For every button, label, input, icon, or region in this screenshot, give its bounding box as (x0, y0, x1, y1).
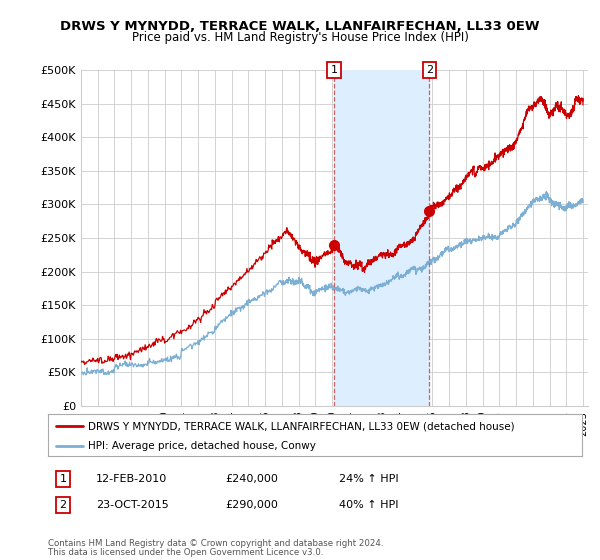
Bar (334, 70, 429, 406)
Text: 1: 1 (59, 474, 67, 484)
Text: DRWS Y MYNYDD, TERRACE WALK, LLANFAIRFECHAN, LL33 0EW (detached house): DRWS Y MYNYDD, TERRACE WALK, LLANFAIRFEC… (88, 421, 515, 431)
Text: This data is licensed under the Open Government Licence v3.0.: This data is licensed under the Open Gov… (48, 548, 323, 557)
Text: 40% ↑ HPI: 40% ↑ HPI (339, 500, 398, 510)
Text: DRWS Y MYNYDD, TERRACE WALK, LLANFAIRFECHAN, LL33 0EW: DRWS Y MYNYDD, TERRACE WALK, LLANFAIRFEC… (60, 20, 540, 32)
Text: Contains HM Land Registry data © Crown copyright and database right 2024.: Contains HM Land Registry data © Crown c… (48, 539, 383, 548)
Text: 24% ↑ HPI: 24% ↑ HPI (339, 474, 398, 484)
Text: Price paid vs. HM Land Registry's House Price Index (HPI): Price paid vs. HM Land Registry's House … (131, 31, 469, 44)
Text: 2: 2 (59, 500, 67, 510)
Text: £240,000: £240,000 (225, 474, 278, 484)
Text: 23-OCT-2015: 23-OCT-2015 (96, 500, 169, 510)
Text: 2: 2 (425, 65, 433, 75)
Text: 12-FEB-2010: 12-FEB-2010 (96, 474, 167, 484)
Text: HPI: Average price, detached house, Conwy: HPI: Average price, detached house, Conw… (88, 441, 316, 451)
Text: 1: 1 (331, 65, 337, 75)
Text: £290,000: £290,000 (225, 500, 278, 510)
